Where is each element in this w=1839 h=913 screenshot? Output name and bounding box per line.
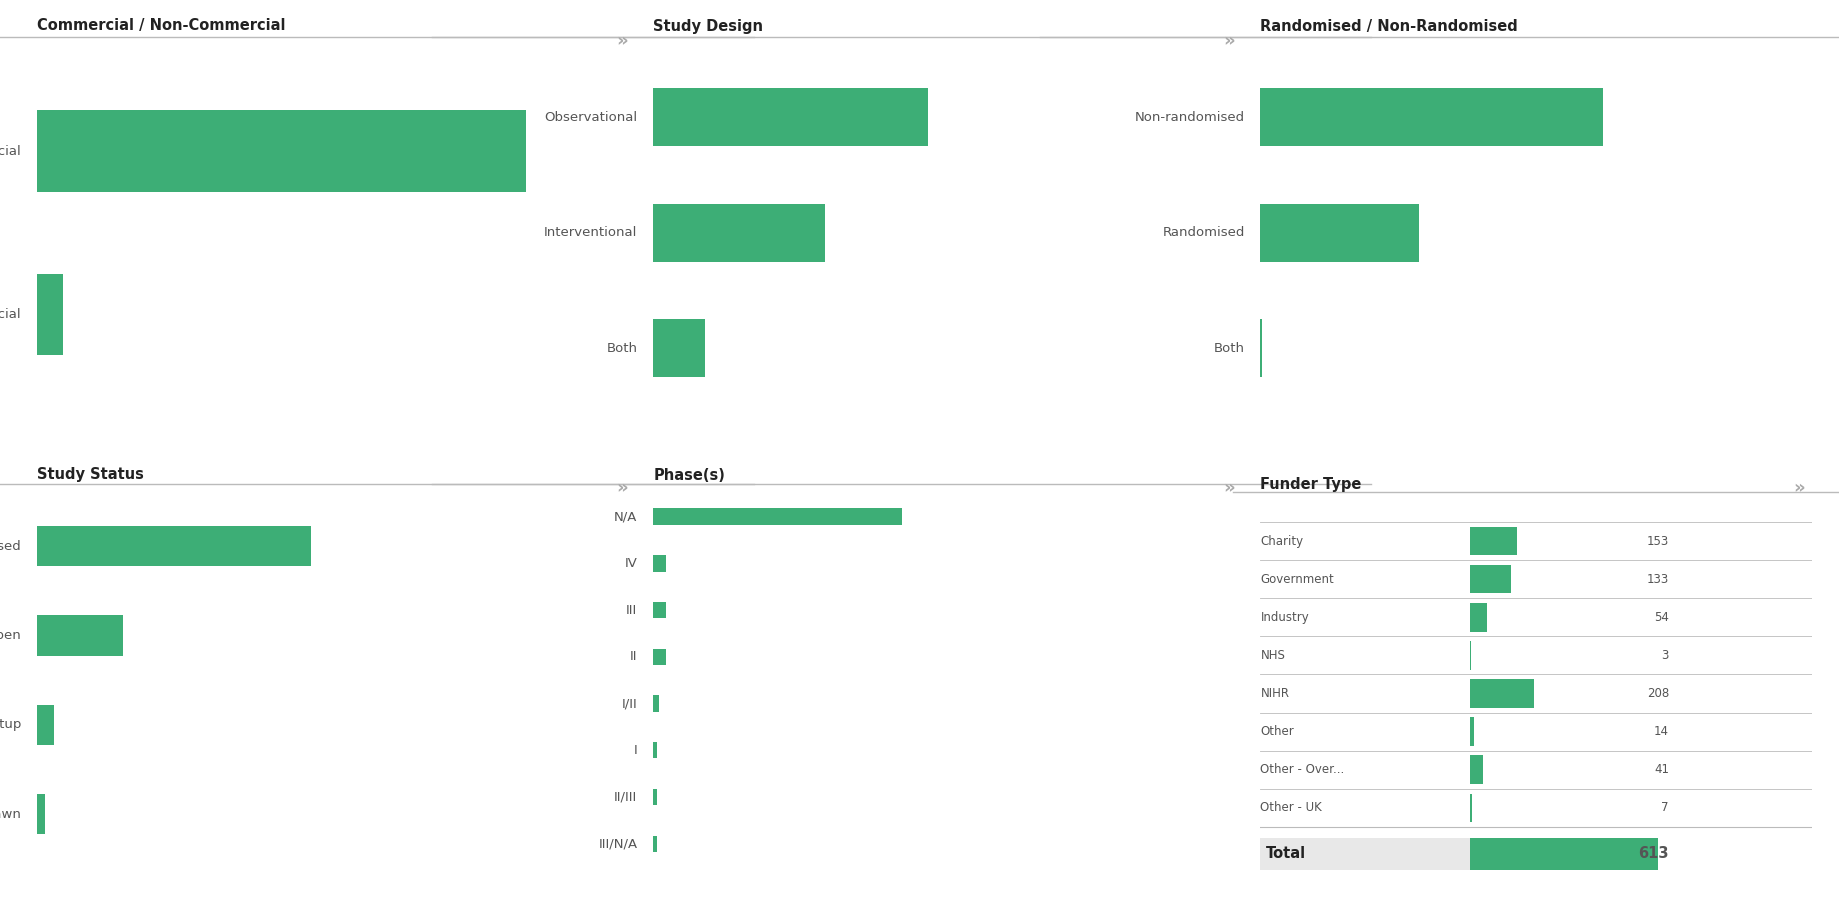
Text: Industry: Industry [1260, 611, 1308, 624]
Bar [37, 274, 63, 355]
Text: 14: 14 [1653, 725, 1668, 738]
Text: Non-Commercial: Non-Commercial [0, 144, 20, 158]
Text: I/II: I/II [622, 697, 636, 710]
Bar [653, 696, 658, 712]
Text: 613: 613 [1637, 846, 1668, 861]
Bar [1469, 679, 1534, 708]
Text: 41: 41 [1653, 763, 1668, 776]
Text: »: » [616, 32, 627, 50]
Text: 208: 208 [1646, 687, 1668, 700]
Text: III/N/A: III/N/A [598, 837, 636, 850]
Text: Both: Both [1214, 341, 1243, 355]
Text: Total: Total [1265, 846, 1306, 861]
Text: »: » [1223, 32, 1234, 50]
Text: Observational: Observational [544, 110, 636, 124]
Text: 3: 3 [1661, 649, 1668, 662]
Bar [653, 648, 666, 665]
Bar [653, 835, 657, 852]
Text: Non-randomised: Non-randomised [1135, 110, 1243, 124]
Bar [1469, 755, 1482, 784]
Bar [653, 320, 704, 377]
Text: Both: Both [607, 341, 636, 355]
Text: Funder Type: Funder Type [1260, 477, 1361, 491]
Bar [37, 615, 123, 656]
Text: Randomised: Randomised [1162, 226, 1243, 239]
Text: II/III: II/III [614, 791, 636, 803]
Bar [653, 204, 824, 262]
Bar [37, 705, 53, 745]
Bar [1260, 204, 1418, 262]
Text: Randomised / Non-Randomised: Randomised / Non-Randomised [1260, 19, 1517, 34]
Text: Closed: Closed [0, 540, 20, 553]
Bar [653, 742, 657, 759]
FancyBboxPatch shape [1254, 837, 1469, 869]
Text: Withdrawn: Withdrawn [0, 807, 20, 821]
Bar [653, 602, 666, 618]
Bar [1260, 89, 1602, 146]
Bar [1469, 718, 1473, 746]
Bar [653, 509, 901, 525]
Text: I: I [633, 744, 636, 757]
Bar [1469, 837, 1657, 869]
Text: Study Status: Study Status [37, 467, 143, 482]
Bar [653, 789, 657, 805]
Text: 54: 54 [1653, 611, 1668, 624]
Text: Interventional: Interventional [544, 226, 636, 239]
Text: Other - Over...: Other - Over... [1260, 763, 1344, 776]
Text: Commercial: Commercial [0, 308, 20, 321]
Bar [1469, 793, 1471, 823]
Text: NIHR: NIHR [1260, 687, 1289, 700]
Text: »: » [616, 479, 627, 498]
Text: 133: 133 [1646, 572, 1668, 585]
Bar [1469, 603, 1486, 632]
Bar [37, 110, 526, 192]
Bar [37, 794, 46, 834]
Text: Government: Government [1260, 572, 1333, 585]
Text: N/A: N/A [614, 510, 636, 523]
Text: III: III [625, 603, 636, 616]
Bar [1469, 565, 1510, 593]
Text: Other - UK: Other - UK [1260, 802, 1322, 814]
Text: 153: 153 [1646, 535, 1668, 548]
Text: 7: 7 [1661, 802, 1668, 814]
Text: »: » [1793, 479, 1804, 498]
Bar [1469, 527, 1515, 555]
Text: Commercial / Non-Commercial: Commercial / Non-Commercial [37, 18, 285, 33]
Bar [653, 555, 666, 572]
Text: Charity: Charity [1260, 535, 1302, 548]
Bar [37, 526, 311, 566]
Text: IV: IV [623, 557, 636, 570]
Text: Phase(s): Phase(s) [653, 468, 725, 483]
Text: In Setup: In Setup [0, 719, 20, 731]
Text: Other: Other [1260, 725, 1293, 738]
Text: Open: Open [0, 629, 20, 642]
Text: Study Design: Study Design [653, 19, 763, 34]
Text: NHS: NHS [1260, 649, 1285, 662]
Bar [653, 89, 927, 146]
Text: II: II [629, 650, 636, 664]
Text: »: » [1223, 479, 1234, 498]
